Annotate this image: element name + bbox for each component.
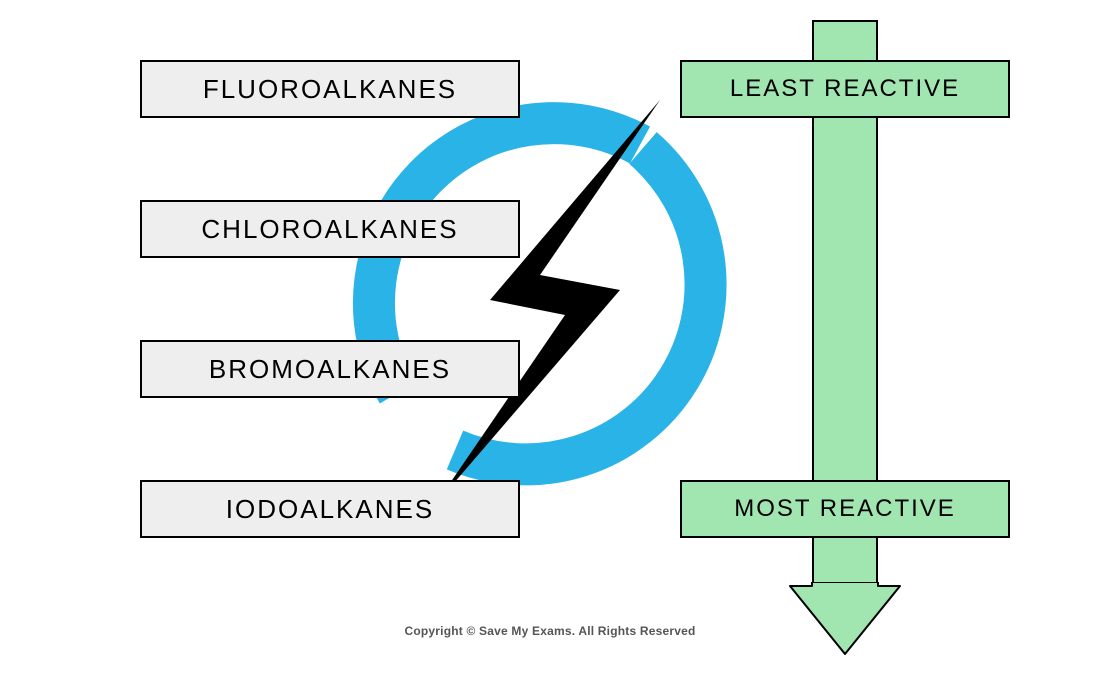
reactivity-text: LEAST REACTIVE — [730, 75, 960, 103]
compound-label: IODOALKANES — [226, 494, 434, 525]
compound-box-chloro: CHLOROALKANES — [140, 200, 520, 258]
lightning-logo — [340, 90, 760, 510]
compound-box-fluoro: FLUOROALKANES — [140, 60, 520, 118]
compound-label: BROMOALKANES — [209, 354, 451, 385]
reactivity-label-least: LEAST REACTIVE — [680, 60, 1010, 118]
reactivity-text: MOST REACTIVE — [734, 495, 956, 523]
compound-label: CHLOROALKANES — [201, 214, 458, 245]
reactivity-arrow-head — [786, 582, 904, 658]
compound-label: FLUOROALKANES — [203, 74, 457, 105]
reactivity-arrow-shaft-mid — [812, 118, 878, 480]
compound-box-bromo: BROMOALKANES — [140, 340, 520, 398]
reactivity-arrow-shaft-top — [812, 20, 878, 60]
compound-box-iodo: IODOALKANES — [140, 480, 520, 538]
reactivity-label-most: MOST REACTIVE — [680, 480, 1010, 538]
copyright-notice: Copyright © Save My Exams. All Rights Re… — [0, 624, 1100, 638]
reactivity-arrow-shaft-bottom — [812, 538, 878, 586]
